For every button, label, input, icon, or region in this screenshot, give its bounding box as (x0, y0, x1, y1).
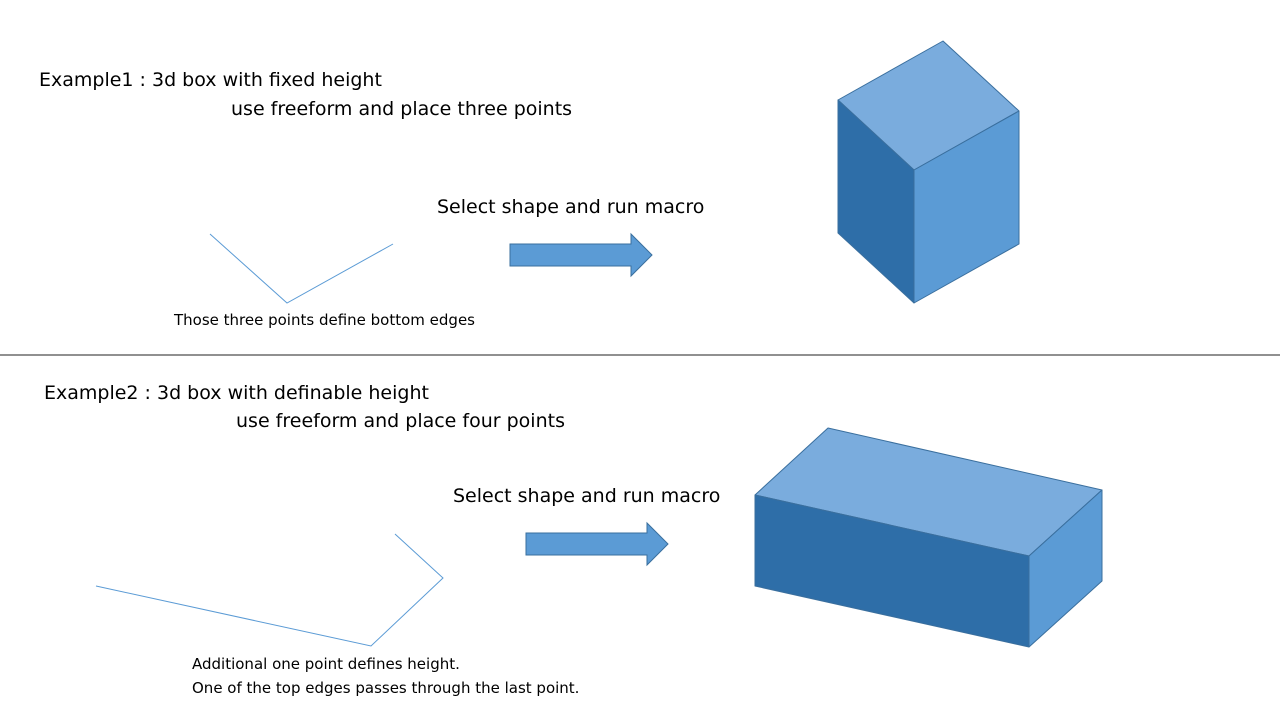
example2-arrow-icon (525, 521, 669, 567)
example2-action-label: Select shape and run macro (453, 485, 721, 507)
example2-caption-line2: One of the top edges passes through the … (192, 679, 580, 697)
example1-caption: Those three points define bottom edges (174, 311, 475, 329)
example1-box-right-face (913, 110, 1020, 304)
example2-freeform-four-points (95, 533, 444, 647)
example1-instruction: use freeform and place three points (231, 98, 573, 120)
example2-title: Example2 : 3d box with definable height (44, 382, 429, 404)
example1-arrow-icon (509, 232, 653, 278)
example1-box-result (837, 40, 1020, 304)
example1-action-label: Select shape and run macro (437, 196, 705, 218)
example2-box-side-face (1028, 489, 1103, 648)
example1-freeform-three-points (209, 233, 394, 304)
example2-caption-line1: Additional one point defines height. (192, 655, 460, 673)
example2-box-result (754, 427, 1103, 648)
example2-instruction: use freeform and place four points (236, 410, 565, 432)
example1-title: Example1 : 3d box with fixed height (39, 69, 382, 91)
